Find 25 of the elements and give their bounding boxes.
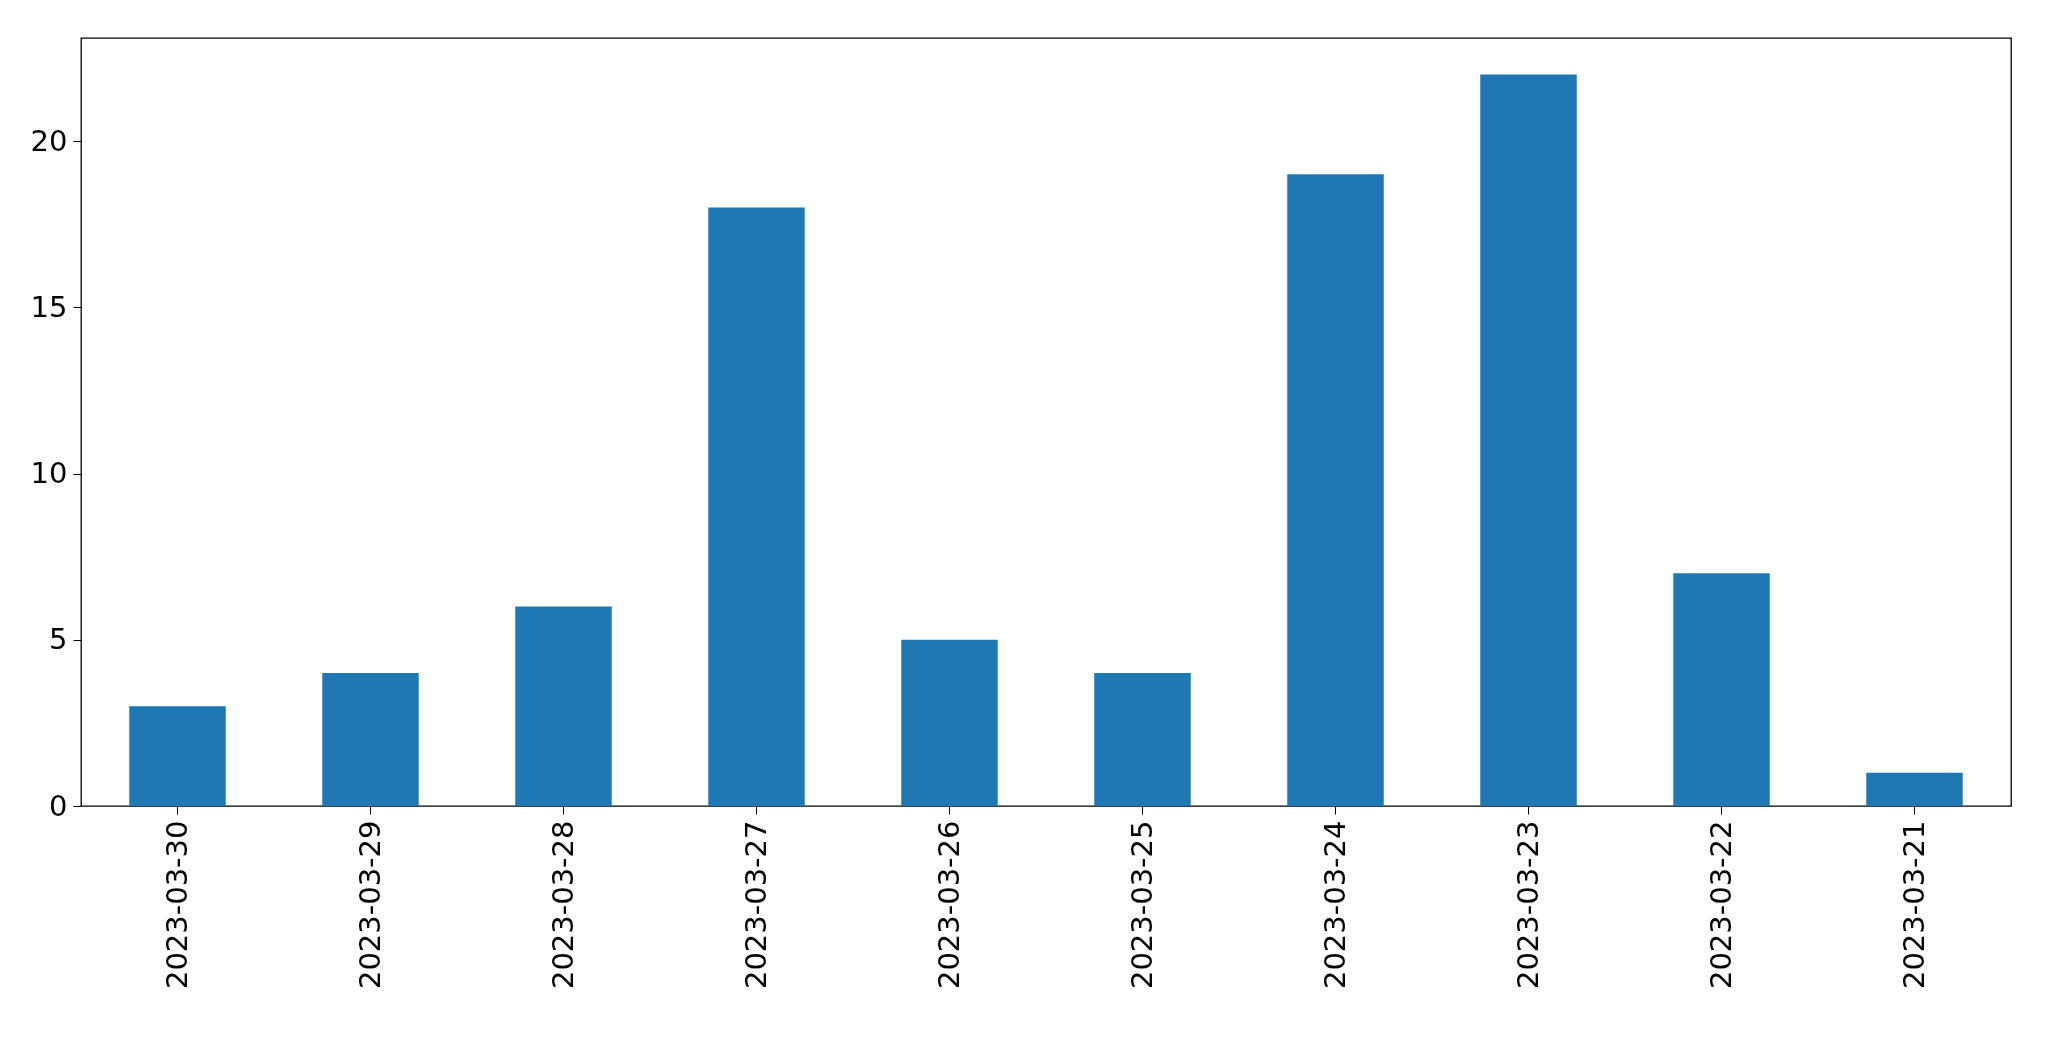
y-tick-label: 10 — [30, 456, 68, 491]
x-tick-label: 2023-03-27 — [738, 820, 773, 990]
bar — [708, 207, 805, 806]
y-tick-label: 20 — [30, 123, 68, 158]
y-tick-label: 0 — [49, 788, 68, 823]
bar — [1287, 174, 1384, 806]
x-tick-label: 2023-03-23 — [1510, 820, 1545, 990]
bar — [1480, 74, 1577, 806]
x-tick-label: 2023-03-29 — [352, 820, 387, 990]
bar — [1094, 673, 1191, 806]
bar — [901, 639, 998, 806]
bar — [515, 606, 612, 806]
x-tick-label: 2023-03-24 — [1317, 820, 1352, 990]
y-tick-label: 5 — [49, 622, 68, 657]
x-tick-label: 2023-03-21 — [1896, 820, 1931, 990]
x-tick-label: 2023-03-26 — [931, 820, 966, 990]
bar — [129, 706, 226, 806]
x-tick-label: 2023-03-22 — [1703, 820, 1738, 990]
bar — [1673, 573, 1770, 806]
x-tick-label: 2023-03-30 — [159, 820, 194, 990]
bar — [1866, 772, 1963, 806]
x-tick-label: 2023-03-28 — [545, 820, 580, 990]
y-tick-label: 15 — [30, 289, 68, 324]
x-tick-label: 2023-03-25 — [1124, 820, 1159, 990]
bar — [322, 673, 419, 806]
